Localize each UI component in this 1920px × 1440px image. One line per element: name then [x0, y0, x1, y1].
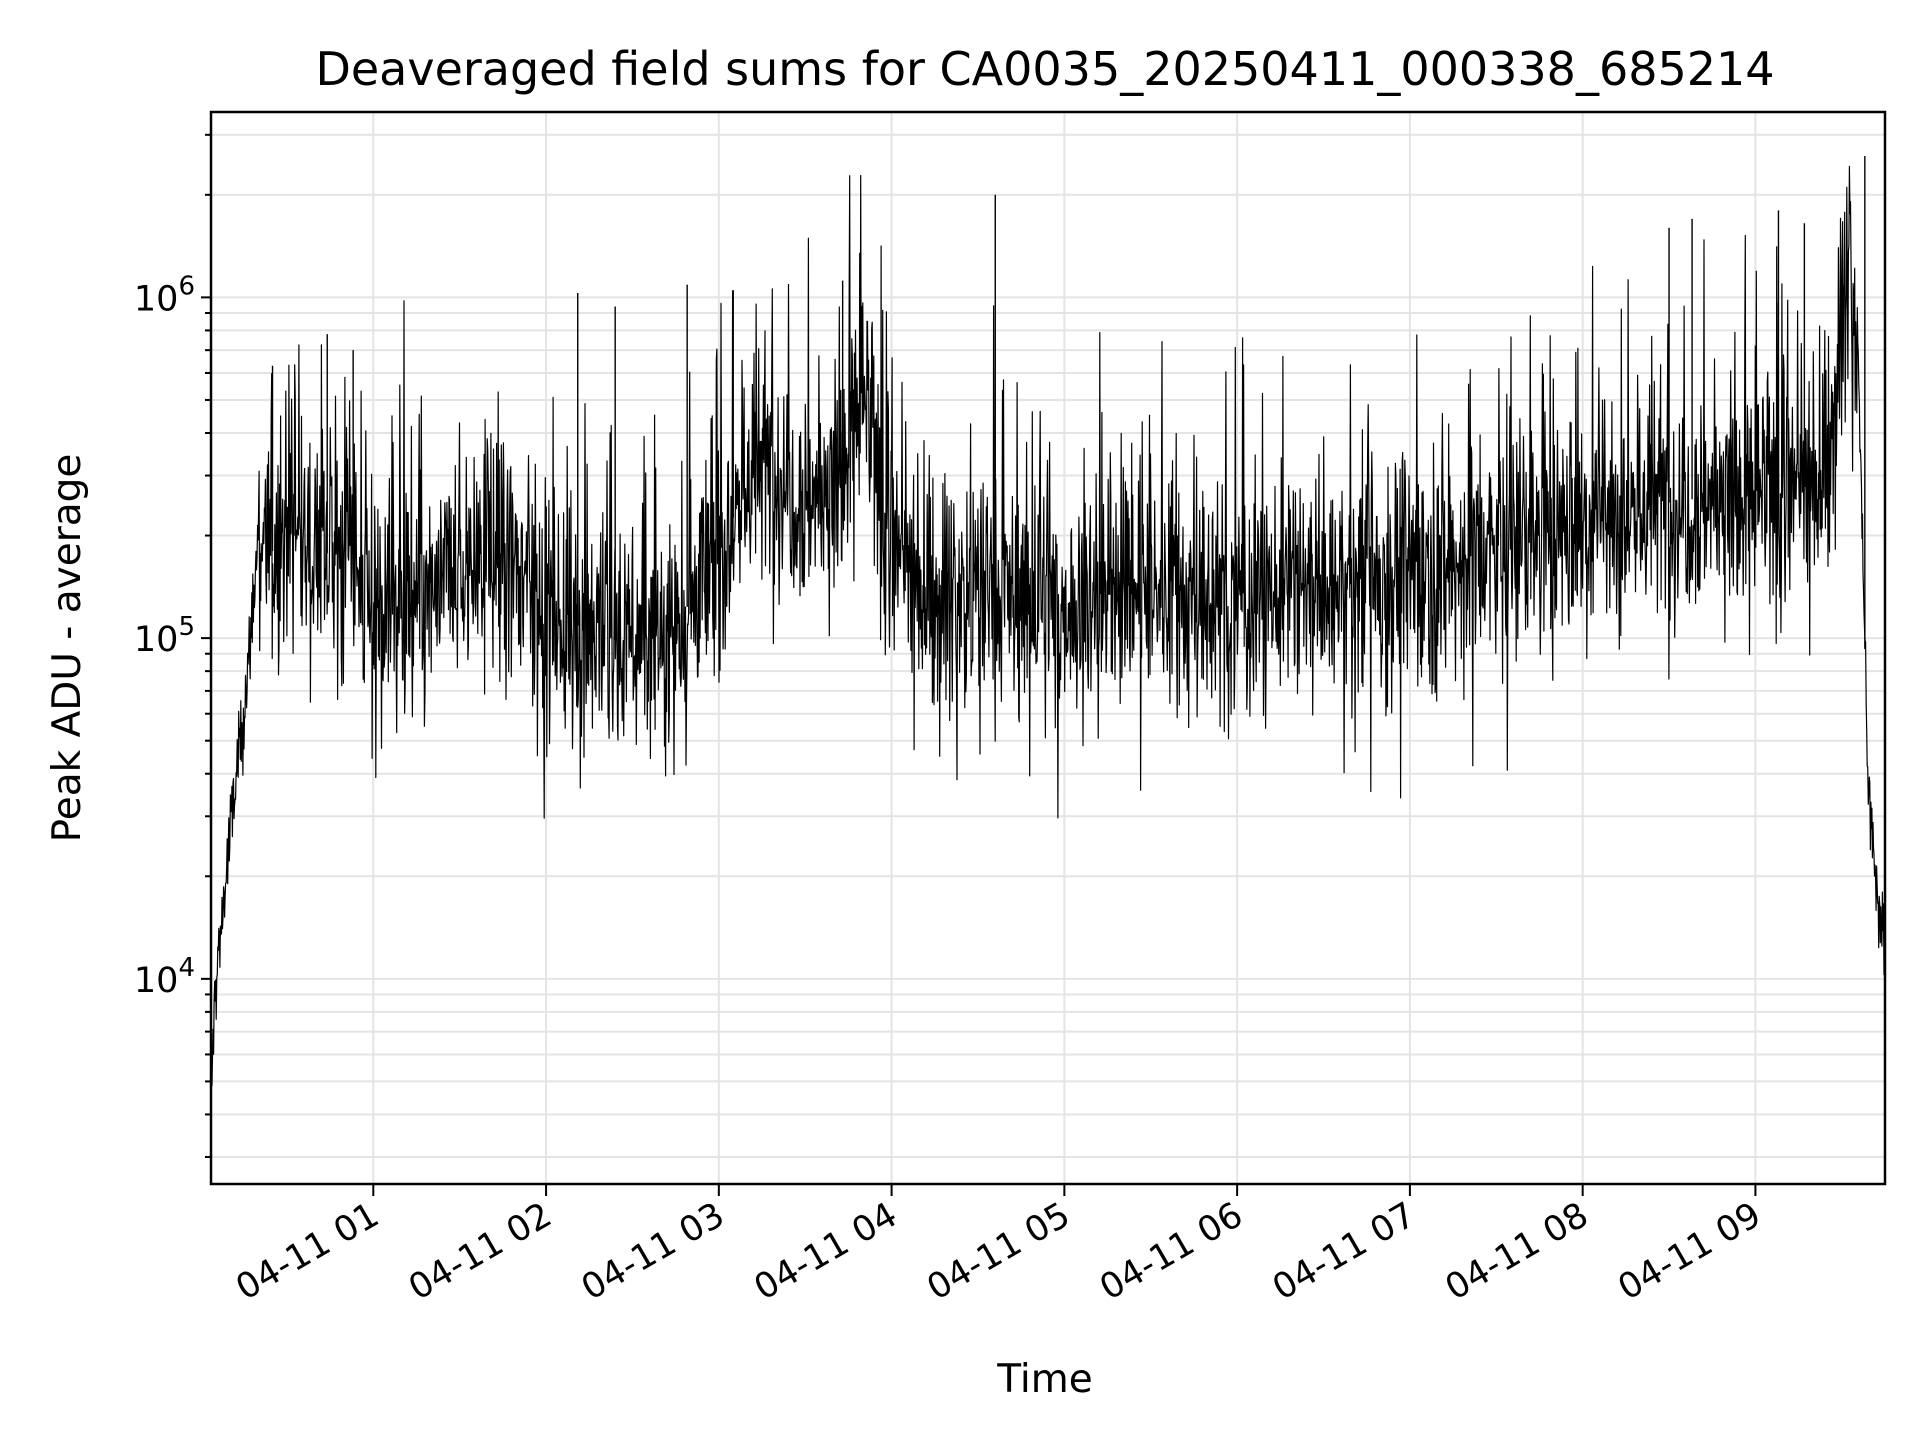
y-tick-label: 106	[134, 271, 195, 319]
plot-area	[210, 155, 1886, 1087]
plot-frame	[209, 110, 1887, 1186]
data-line	[210, 165, 1886, 1087]
chart-title: Deaveraged field sums for CA0035_2025041…	[315, 42, 1774, 96]
x-axis-label: Time	[996, 1357, 1092, 1402]
y-tick-label: 105	[134, 612, 195, 660]
y-tick-label: 104	[134, 953, 195, 1001]
y-axis-label: Peak ADU - average	[45, 454, 90, 843]
